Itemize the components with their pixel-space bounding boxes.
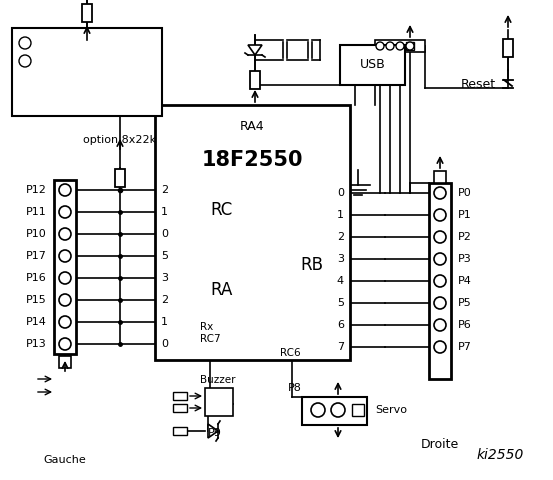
Text: 6: 6 xyxy=(337,320,344,330)
Bar xyxy=(173,404,187,412)
Circle shape xyxy=(331,403,345,417)
Bar xyxy=(173,392,187,400)
Circle shape xyxy=(19,37,31,49)
Text: option 8x22k: option 8x22k xyxy=(84,135,156,145)
Text: 1: 1 xyxy=(161,317,168,327)
Bar xyxy=(82,4,92,22)
Circle shape xyxy=(59,316,71,328)
Text: P2: P2 xyxy=(458,232,472,242)
Bar xyxy=(429,183,451,379)
Text: P0: P0 xyxy=(458,188,472,198)
Polygon shape xyxy=(208,424,218,438)
Circle shape xyxy=(434,341,446,353)
Text: P3: P3 xyxy=(458,254,472,264)
Circle shape xyxy=(59,338,71,350)
Text: RA: RA xyxy=(210,281,232,299)
Text: Rx
RC7: Rx RC7 xyxy=(200,322,221,344)
Circle shape xyxy=(59,228,71,240)
Circle shape xyxy=(406,42,414,50)
Bar xyxy=(20,74,30,83)
Text: P12: P12 xyxy=(26,185,47,195)
Circle shape xyxy=(434,275,446,287)
Bar xyxy=(54,180,76,354)
Text: P7: P7 xyxy=(458,342,472,352)
Circle shape xyxy=(434,209,446,221)
Bar xyxy=(205,388,233,416)
Bar xyxy=(434,171,446,183)
Polygon shape xyxy=(248,45,262,55)
Text: P6: P6 xyxy=(458,320,472,330)
Circle shape xyxy=(434,231,446,243)
Circle shape xyxy=(59,206,71,218)
Text: Gauche: Gauche xyxy=(44,455,86,465)
Text: Reset: Reset xyxy=(461,79,496,92)
Bar xyxy=(302,397,367,425)
Text: 7: 7 xyxy=(337,342,344,352)
Text: 2: 2 xyxy=(337,232,344,242)
Text: 5: 5 xyxy=(161,251,168,261)
Bar xyxy=(155,105,350,360)
Text: P15: P15 xyxy=(26,295,47,305)
Bar xyxy=(406,42,414,50)
Text: P10: P10 xyxy=(26,229,47,239)
Text: P1: P1 xyxy=(458,210,472,220)
Text: RC6: RC6 xyxy=(280,348,301,358)
Text: 1: 1 xyxy=(161,207,168,217)
Circle shape xyxy=(376,42,384,50)
Text: P14: P14 xyxy=(26,317,47,327)
Bar xyxy=(14,33,36,83)
Text: 5: 5 xyxy=(337,298,344,308)
Circle shape xyxy=(386,42,394,50)
Bar xyxy=(340,45,405,85)
Circle shape xyxy=(59,294,71,306)
Bar xyxy=(250,71,260,89)
Text: 4: 4 xyxy=(337,276,344,286)
Bar xyxy=(115,169,125,187)
Text: Buzzer: Buzzer xyxy=(200,375,236,385)
Text: P13: P13 xyxy=(26,339,47,349)
Bar xyxy=(12,28,162,116)
Text: Servo: Servo xyxy=(375,405,407,415)
Text: P16: P16 xyxy=(26,273,47,283)
Text: P5: P5 xyxy=(458,298,472,308)
Bar xyxy=(173,427,187,435)
Bar xyxy=(503,39,513,57)
Circle shape xyxy=(396,42,404,50)
Text: P4: P4 xyxy=(458,276,472,286)
Text: 3: 3 xyxy=(337,254,344,264)
Text: 2: 2 xyxy=(161,185,168,195)
Text: 1: 1 xyxy=(337,210,344,220)
Text: 2: 2 xyxy=(161,295,168,305)
Text: P17: P17 xyxy=(26,251,47,261)
Circle shape xyxy=(311,403,325,417)
Text: RC: RC xyxy=(210,201,232,219)
Bar xyxy=(59,356,71,368)
Circle shape xyxy=(19,55,31,67)
Circle shape xyxy=(434,297,446,309)
Circle shape xyxy=(59,250,71,262)
Bar xyxy=(375,40,425,52)
Circle shape xyxy=(434,319,446,331)
Text: RB: RB xyxy=(300,256,323,274)
Circle shape xyxy=(434,253,446,265)
Text: 18F2550: 18F2550 xyxy=(202,150,303,170)
Text: 0: 0 xyxy=(161,229,168,239)
Text: 3: 3 xyxy=(161,273,168,283)
Circle shape xyxy=(434,187,446,199)
Text: USB: USB xyxy=(359,59,385,72)
Text: P8: P8 xyxy=(288,383,302,393)
Text: RA4: RA4 xyxy=(240,120,265,133)
Text: P9: P9 xyxy=(208,428,222,438)
Text: Droite: Droite xyxy=(421,439,459,452)
Text: ki2550: ki2550 xyxy=(476,448,524,462)
Text: 0: 0 xyxy=(161,339,168,349)
Circle shape xyxy=(59,184,71,196)
Text: 0: 0 xyxy=(337,188,344,198)
Bar xyxy=(352,404,364,416)
Text: P11: P11 xyxy=(26,207,47,217)
Circle shape xyxy=(59,272,71,284)
